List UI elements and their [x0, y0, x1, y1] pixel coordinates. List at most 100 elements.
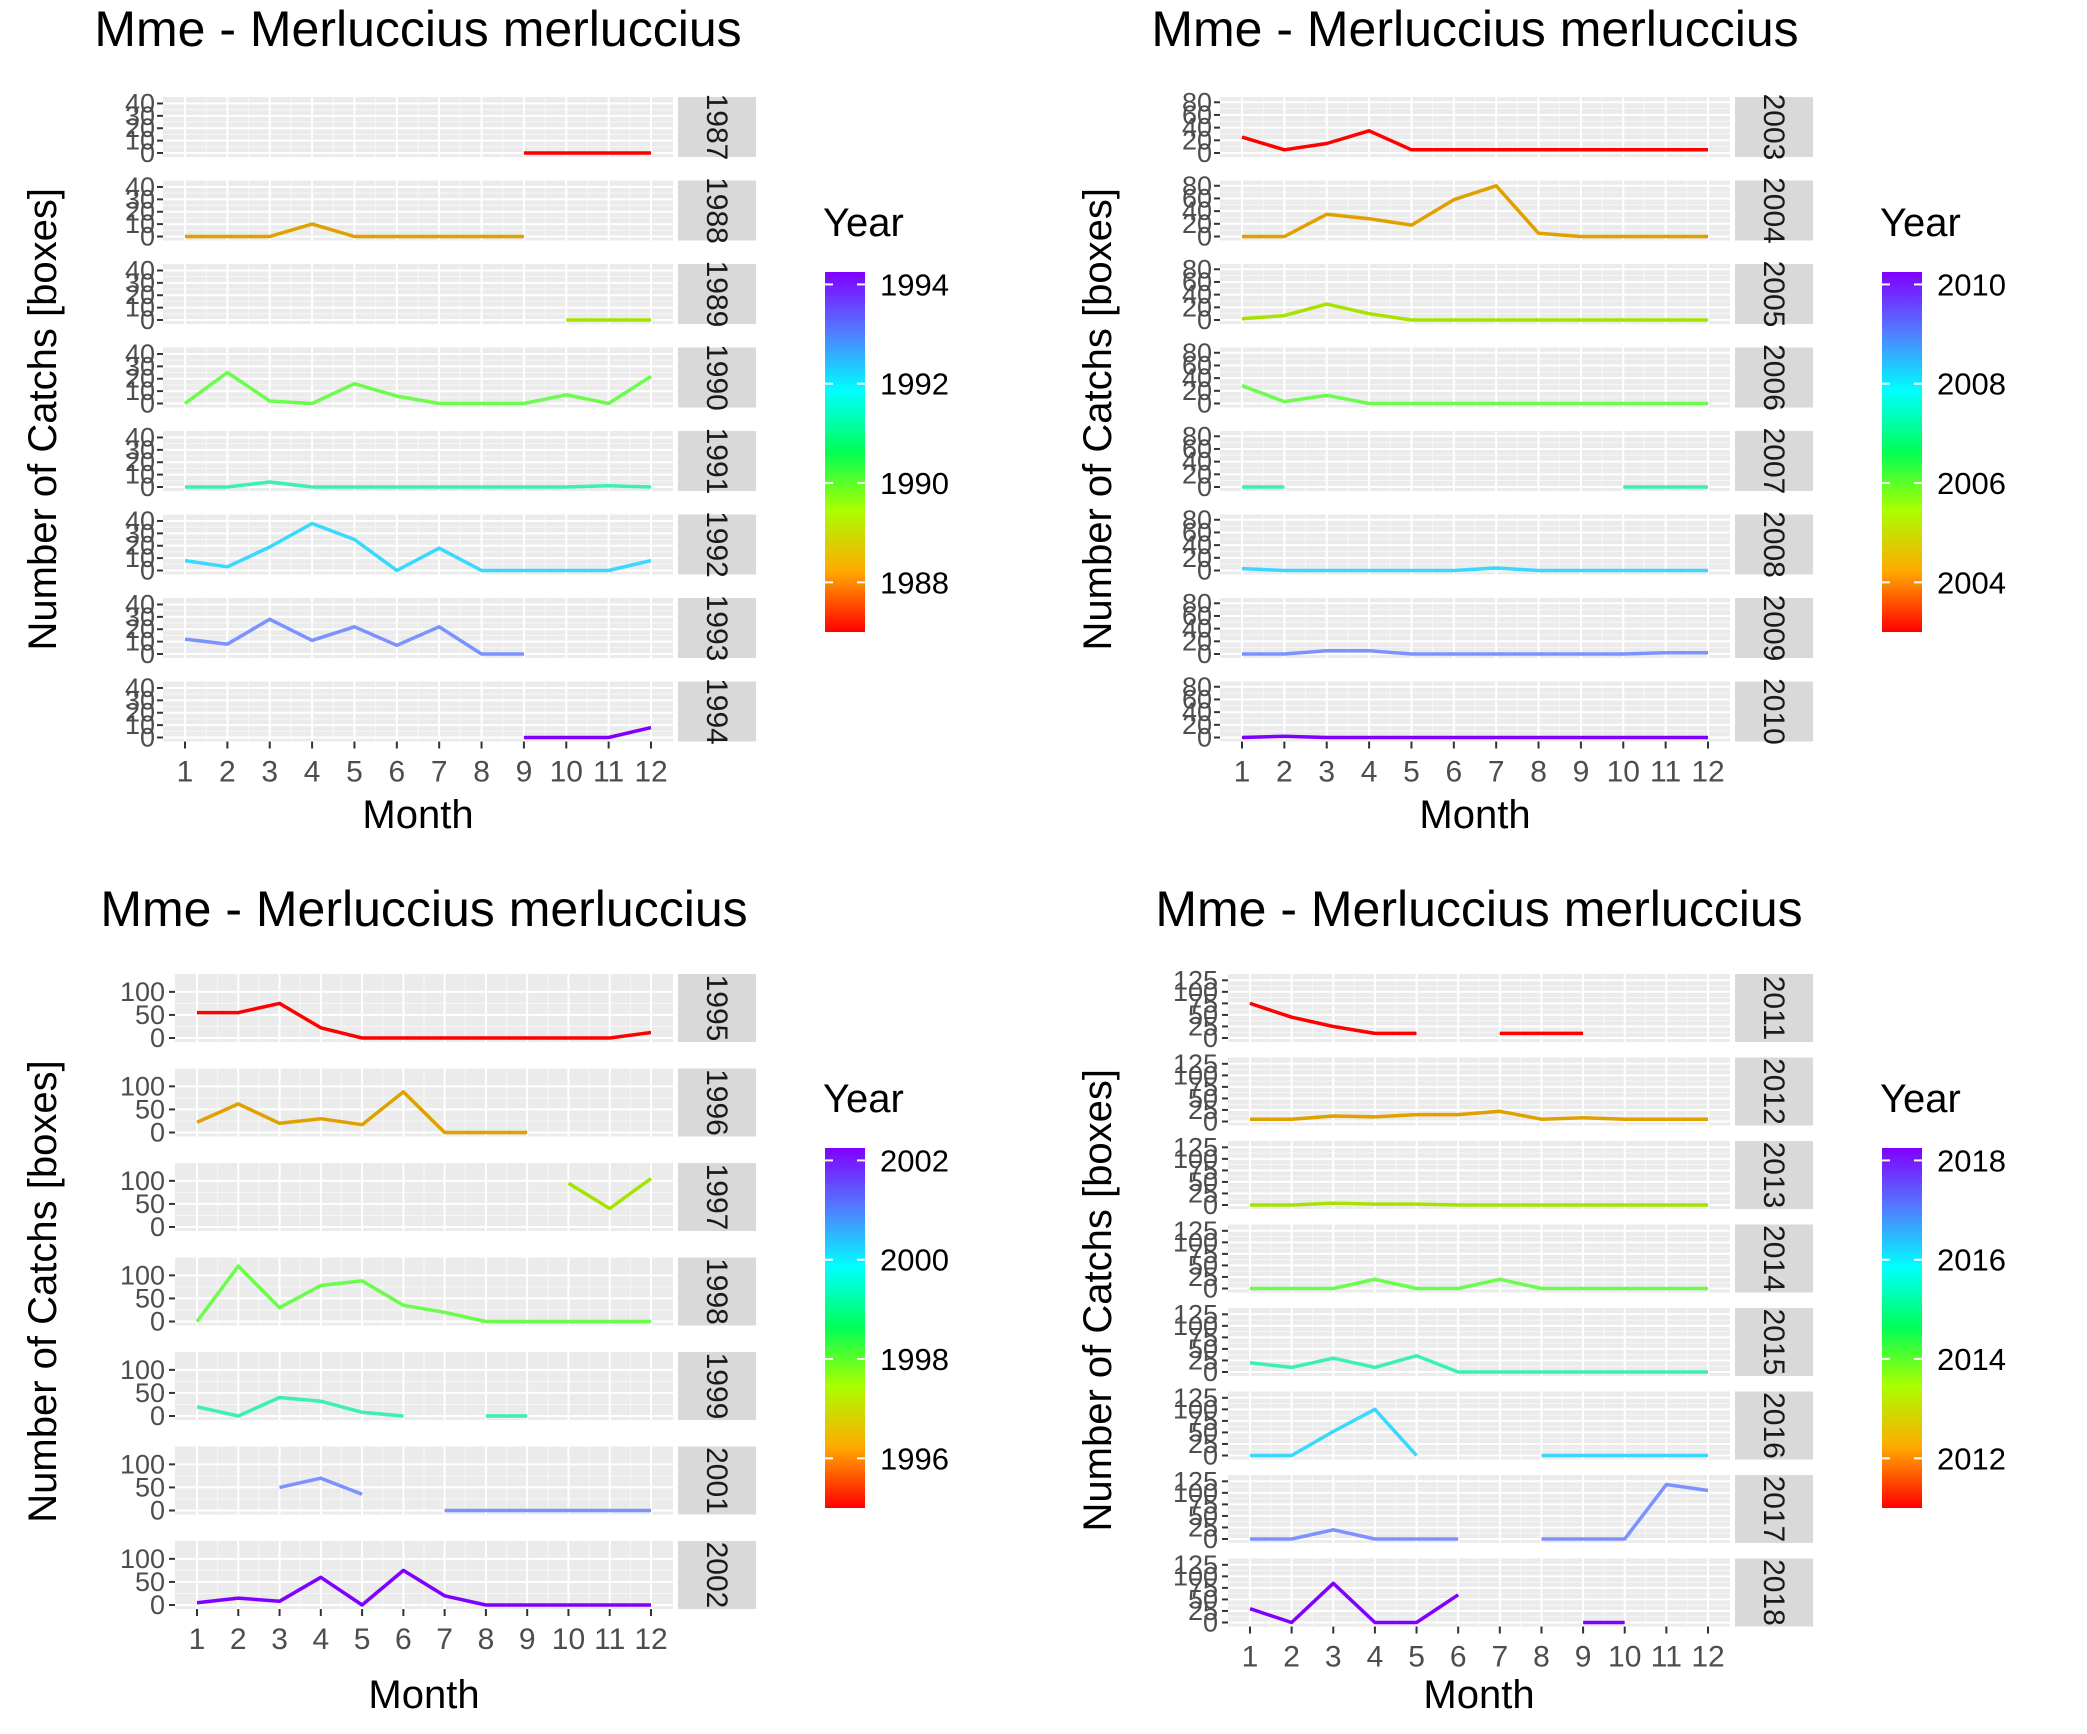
facet-strip: [1735, 1391, 1813, 1460]
facet-strip: [1735, 1475, 1813, 1543]
facet-strip-label: 2013: [1757, 1142, 1790, 1209]
series-line-1995: [197, 1001, 652, 1040]
y-tick-label: 100: [1173, 1478, 1218, 1508]
facet-strip: [1735, 1224, 1813, 1293]
y-tick-label: 20: [125, 698, 155, 728]
y-tick-label: 0: [150, 1212, 165, 1242]
y-tick-label: 40: [1182, 697, 1212, 727]
y-tick-label: 125: [1173, 1466, 1218, 1496]
legend-tick-label: 2010: [1937, 267, 2006, 302]
y-tick-label: 40: [125, 422, 155, 452]
legend-tick-label: 2002: [880, 1143, 949, 1178]
facet-strip: [1735, 1057, 1813, 1126]
x-tick-label: 11: [593, 756, 624, 789]
legend-tick-label: 1992: [880, 367, 949, 402]
y-tick-label: 50: [1188, 1250, 1218, 1280]
y-tick-label: 50: [135, 1000, 165, 1030]
facet-strip-label: 2001: [700, 1447, 733, 1514]
x-tick-label: 8: [1533, 1641, 1550, 1674]
x-tick-label: 10: [552, 1623, 585, 1656]
legend-title: Year: [1880, 1077, 1961, 1121]
legend-tick-label: 2004: [1937, 565, 2006, 600]
x-tick-label: 2: [230, 1623, 247, 1656]
y-tick-label: 50: [1188, 1167, 1218, 1197]
facet-strip-label: 2006: [1757, 344, 1790, 411]
y-tick-label: 20: [1182, 292, 1212, 322]
facet-strip-label: 1990: [700, 344, 733, 411]
legend-tick-label: 2016: [1937, 1243, 2006, 1278]
y-tick-label: 20: [125, 197, 155, 227]
facet-strip-label: 1995: [700, 975, 733, 1042]
y-tick-label: 20: [125, 113, 155, 143]
series-line-2010: [1241, 734, 1708, 740]
y-tick-label: 40: [1182, 614, 1212, 644]
y-tick-label: 80: [1182, 588, 1212, 618]
facet-strip-label: 1993: [700, 595, 733, 662]
x-tick-label: 5: [1408, 1641, 1425, 1674]
facet-strip-label: 1998: [700, 1258, 733, 1325]
y-tick-label: 60: [1182, 434, 1212, 464]
x-tick-label: 7: [431, 756, 448, 789]
series-line-2017: [1250, 1528, 1459, 1541]
x-tick-label: 12: [1691, 1641, 1724, 1674]
legend: Year 1988 1990 1992 1994: [823, 201, 949, 632]
y-tick-label: 30: [125, 518, 155, 548]
series-line-2012: [1250, 1109, 1708, 1121]
x-tick-label: 1: [1242, 1641, 1259, 1674]
y-tick-label: 75: [1188, 1155, 1218, 1185]
chart-title: Mme - Merluccius merluccius: [1151, 1, 1798, 57]
x-tick-label: 2: [219, 756, 236, 789]
x-tick-label: 8: [473, 756, 490, 789]
series-line-1997: [567, 1177, 653, 1211]
y-tick-label: 0: [1197, 472, 1212, 502]
facet-strip-label: 2015: [1757, 1309, 1790, 1376]
y-tick-label: 20: [1182, 376, 1212, 406]
y-tick-label: 0: [140, 723, 155, 753]
legend-tick-label: 2006: [1937, 466, 2006, 501]
facet-strip: [1735, 681, 1813, 742]
facet-strip: [678, 598, 756, 658]
y-tick-label: 25: [1188, 1512, 1218, 1542]
legend-colorbar: [1882, 1148, 1922, 1508]
y-tick-label: 0: [150, 1023, 165, 1053]
x-tick-label: 12: [634, 1623, 667, 1656]
y-tick-label: 0: [140, 472, 155, 502]
y-tick-label: 125: [1173, 1132, 1218, 1162]
y-tick-label: 30: [125, 685, 155, 715]
x-tick-label: 6: [1445, 756, 1462, 789]
legend-colorbar: [825, 1148, 865, 1508]
legend: Year 2004 2006 2008 2010: [1880, 201, 2006, 632]
series-line-2018: [1249, 1581, 1460, 1625]
legend-colorbar: [825, 272, 865, 632]
facet-strip: [678, 1163, 756, 1231]
x-tick-label: 9: [1573, 756, 1590, 789]
y-tick-label: 100: [120, 1449, 165, 1479]
facet-strip-label: 2009: [1757, 595, 1790, 662]
y-tick-label: 20: [1182, 543, 1212, 573]
y-tick-label: 40: [125, 172, 155, 202]
x-tick-label: 8: [478, 1623, 495, 1656]
y-tick-label: 0: [150, 1307, 165, 1337]
y-tick-label: 20: [125, 614, 155, 644]
y-tick-label: 75: [1188, 988, 1218, 1018]
x-tick-label: 9: [519, 1623, 536, 1656]
y-tick-label: 125: [1173, 1383, 1218, 1413]
series-line-2017: [1541, 1482, 1709, 1541]
facet-strip: [1735, 598, 1813, 658]
y-tick-label: 50: [135, 1567, 165, 1597]
y-tick-label: 40: [125, 673, 155, 703]
y-tick-label: 0: [1203, 1274, 1218, 1304]
facet-strip-label: 1994: [700, 678, 733, 745]
x-tick-label: 1: [177, 756, 194, 789]
facet-strip-label: 2012: [1757, 1058, 1790, 1125]
y-tick-label: 0: [1203, 1608, 1218, 1638]
legend-tick-label: 1994: [880, 267, 949, 302]
